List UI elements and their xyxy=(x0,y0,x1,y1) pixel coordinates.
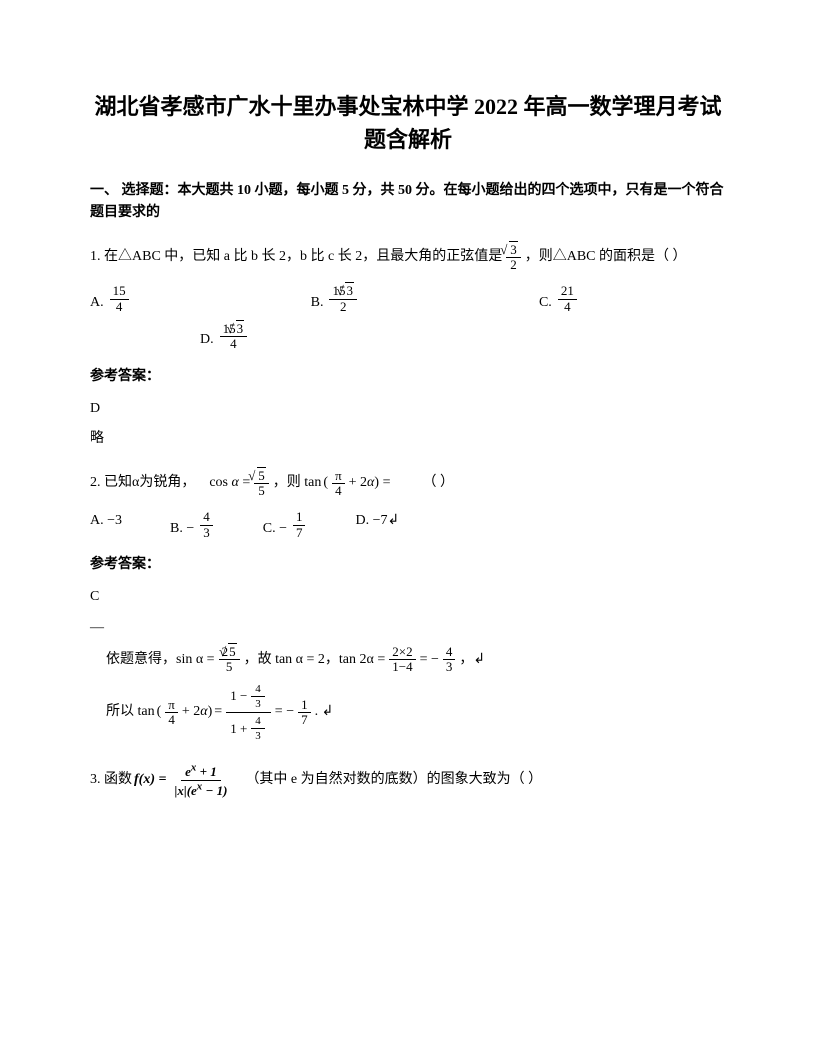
q1-options: A. 154 B. 15√32 C. 214 xyxy=(90,284,726,314)
q2-option-c: C. − 17 xyxy=(263,510,308,540)
q1-sine-frac: √3 2 xyxy=(506,243,521,273)
q1-answer: D xyxy=(90,398,726,420)
q2-mid: ，则 tan xyxy=(273,472,322,494)
q1-suffix: ，则△ABC 的面积是（ ） xyxy=(525,246,687,268)
opt-label: C. xyxy=(539,292,552,314)
q1-option-c: C. 214 xyxy=(539,284,579,314)
q1-prefix: 1. 在△ABC 中，已知 a 比 b 长 2，b 比 c 长 2，且最大角的正… xyxy=(90,246,502,268)
text: 所以 tan xyxy=(106,701,155,723)
question-3: 3. 函数 f(x) = ex + 1 |x|(ex − 1) （其中 e 为自… xyxy=(90,762,726,799)
q2-pi4: π4 xyxy=(332,469,345,499)
q1-answer-label: 参考答案： xyxy=(90,366,726,388)
q1-option-a: A. 154 xyxy=(90,284,131,314)
q3-suffix: （其中 e 为自然对数的底数）的图象大致为（ ） xyxy=(245,769,542,791)
opt-label: B. xyxy=(311,292,324,314)
text: = xyxy=(214,701,222,723)
q2-plus: + 2α) = xyxy=(349,472,391,494)
text: = − xyxy=(420,649,439,671)
q2-answer: C xyxy=(90,586,726,608)
q2-expl-line2: 所以 tan ( π4 + 2α) = 1 −43 1 +43 = − 17 .… xyxy=(106,681,726,744)
opt-label: B. − xyxy=(170,518,194,540)
q2-option-a: A. −3 xyxy=(90,510,122,540)
text: ，↲ xyxy=(459,649,485,671)
q2-blank: （ ） xyxy=(422,472,454,494)
text: = − xyxy=(275,701,294,723)
q2-answer-label: 参考答案： xyxy=(90,554,726,576)
q1-explanation: 略 xyxy=(90,428,726,450)
question-1: 1. 在△ABC 中，已知 a 比 b 长 2，b 比 c 长 2，且最大角的正… xyxy=(90,243,726,273)
q3-func-lhs: f(x) = xyxy=(134,769,166,791)
q2-frac: √5 5 xyxy=(254,469,269,499)
q2-prefix: 2. 已知α为锐角， xyxy=(90,472,195,494)
q1-option-d: D. 15√34 xyxy=(200,322,726,352)
opt-label: A. xyxy=(90,292,104,314)
q2-options: A. −3 B. − 43 C. − 17 D. −7↲ xyxy=(90,510,726,540)
section-header: 一、 选择题：本大题共 10 小题，每小题 5 分，共 50 分。在每小题给出的… xyxy=(90,180,726,225)
q2-option-b: B. − 43 xyxy=(170,510,215,540)
q2-expl-line1: 依题意得，sin α = 2√55 ，故 tan α = 2，tan 2α = … xyxy=(106,645,726,675)
text: ，故 tan α = 2，tan 2α = xyxy=(244,649,386,671)
q3-func-frac: ex + 1 |x|(ex − 1) xyxy=(170,762,231,799)
q2-eq: cos α = xyxy=(209,472,250,494)
opt-label: C. − xyxy=(263,518,287,540)
doc-title: 湖北省孝感市广水十里办事处宝林中学 2022 年高一数学理月考试题含解析 xyxy=(90,90,726,156)
q2-option-d: D. −7↲ xyxy=(355,510,399,540)
q1-option-b: B. 15√32 xyxy=(311,284,359,314)
text: . ↲ xyxy=(315,701,334,723)
q2-dash: — xyxy=(90,617,726,639)
text: 依题意得，sin α = xyxy=(106,649,215,671)
q3-prefix: 3. 函数 xyxy=(90,769,132,791)
opt-label: D. xyxy=(200,329,214,351)
q2-paren: ( xyxy=(323,472,328,494)
question-2: 2. 已知α为锐角， cos α = √5 5 ，则 tan ( π4 + 2α… xyxy=(90,469,726,499)
